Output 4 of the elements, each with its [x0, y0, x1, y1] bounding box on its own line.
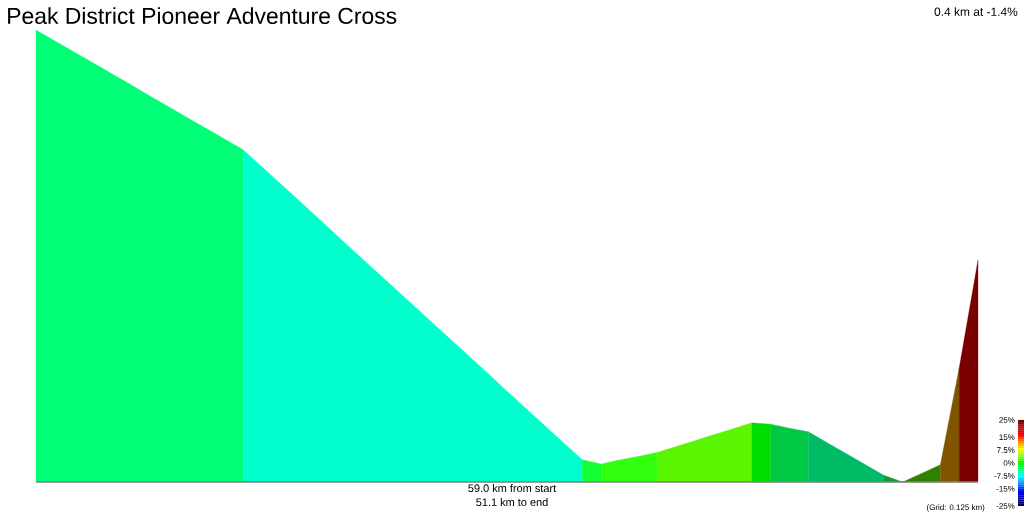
text: 51.1 km to end — [476, 498, 548, 507]
text: 0.4 km at -1.4% — [934, 7, 1018, 16]
chart-title: Peak District Pioneer Adventure Cross — [8, 7, 397, 25]
text: 59.0 km from start — [468, 484, 557, 493]
